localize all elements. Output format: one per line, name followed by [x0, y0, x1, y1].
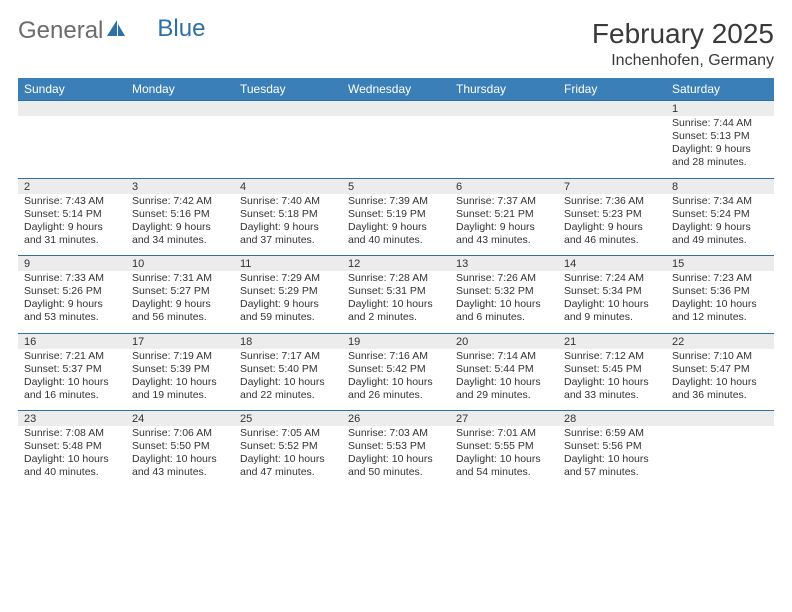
day-number-cell: 23 — [18, 411, 126, 427]
day-content-cell: Sunrise: 7:36 AM Sunset: 5:23 PM Dayligh… — [558, 194, 666, 256]
day-number-cell: 2 — [18, 178, 126, 194]
location-label: Inchenhofen, Germany — [592, 52, 774, 70]
day-number-cell: 11 — [234, 256, 342, 272]
day-content-cell: Sunrise: 7:28 AM Sunset: 5:31 PM Dayligh… — [342, 271, 450, 333]
day-number-cell: 17 — [126, 333, 234, 349]
day-content-cell: Sunrise: 7:44 AM Sunset: 5:13 PM Dayligh… — [666, 116, 774, 178]
calendar-page: General Blue February 2025 Inchenhofen, … — [0, 0, 792, 496]
day-content-cell — [450, 116, 558, 178]
day-number-cell: 13 — [450, 256, 558, 272]
weekday-header: Friday — [558, 78, 666, 101]
logo: General Blue — [18, 18, 205, 43]
logo-text-blue: Blue — [157, 17, 205, 41]
day-content-cell — [126, 116, 234, 178]
day-content-cell: Sunrise: 7:21 AM Sunset: 5:37 PM Dayligh… — [18, 349, 126, 411]
day-content-cell: Sunrise: 7:12 AM Sunset: 5:45 PM Dayligh… — [558, 349, 666, 411]
day-number-row: 9101112131415 — [18, 256, 774, 272]
day-content-row: Sunrise: 7:08 AM Sunset: 5:48 PM Dayligh… — [18, 426, 774, 486]
logo-text-general: General — [18, 19, 103, 43]
day-number-cell: 24 — [126, 411, 234, 427]
day-content-cell: Sunrise: 7:34 AM Sunset: 5:24 PM Dayligh… — [666, 194, 774, 256]
day-number-cell: 8 — [666, 178, 774, 194]
weekday-header: Monday — [126, 78, 234, 101]
day-number-cell: 16 — [18, 333, 126, 349]
day-content-cell: Sunrise: 7:16 AM Sunset: 5:42 PM Dayligh… — [342, 349, 450, 411]
day-content-cell — [666, 426, 774, 486]
day-number-row: 232425262728 — [18, 411, 774, 427]
day-content-cell: Sunrise: 7:24 AM Sunset: 5:34 PM Dayligh… — [558, 271, 666, 333]
day-content-cell: Sunrise: 7:42 AM Sunset: 5:16 PM Dayligh… — [126, 194, 234, 256]
day-number-cell: 20 — [450, 333, 558, 349]
day-number-cell — [342, 101, 450, 117]
day-number-cell: 12 — [342, 256, 450, 272]
day-number-cell: 19 — [342, 333, 450, 349]
day-content-cell — [234, 116, 342, 178]
day-number-cell: 26 — [342, 411, 450, 427]
day-content-row: Sunrise: 7:43 AM Sunset: 5:14 PM Dayligh… — [18, 194, 774, 256]
day-number-row: 2345678 — [18, 178, 774, 194]
day-content-cell: Sunrise: 7:14 AM Sunset: 5:44 PM Dayligh… — [450, 349, 558, 411]
day-number-cell: 25 — [234, 411, 342, 427]
day-content-cell — [18, 116, 126, 178]
day-content-cell: Sunrise: 7:23 AM Sunset: 5:36 PM Dayligh… — [666, 271, 774, 333]
day-content-cell: Sunrise: 7:39 AM Sunset: 5:19 PM Dayligh… — [342, 194, 450, 256]
weekday-header-row: Sunday Monday Tuesday Wednesday Thursday… — [18, 78, 774, 101]
day-number-cell: 27 — [450, 411, 558, 427]
weekday-header: Thursday — [450, 78, 558, 101]
day-content-cell: Sunrise: 7:37 AM Sunset: 5:21 PM Dayligh… — [450, 194, 558, 256]
weekday-header: Tuesday — [234, 78, 342, 101]
day-number-cell — [126, 101, 234, 117]
day-content-cell — [558, 116, 666, 178]
day-content-cell — [342, 116, 450, 178]
day-number-cell: 5 — [342, 178, 450, 194]
day-content-cell: Sunrise: 7:40 AM Sunset: 5:18 PM Dayligh… — [234, 194, 342, 256]
day-number-cell: 9 — [18, 256, 126, 272]
day-content-cell: Sunrise: 7:31 AM Sunset: 5:27 PM Dayligh… — [126, 271, 234, 333]
day-content-cell: Sunrise: 6:59 AM Sunset: 5:56 PM Dayligh… — [558, 426, 666, 486]
day-content-cell: Sunrise: 7:33 AM Sunset: 5:26 PM Dayligh… — [18, 271, 126, 333]
day-number-cell — [666, 411, 774, 427]
calendar-body: 1Sunrise: 7:44 AM Sunset: 5:13 PM Daylig… — [18, 101, 774, 486]
day-content-cell: Sunrise: 7:06 AM Sunset: 5:50 PM Dayligh… — [126, 426, 234, 486]
page-header: General Blue February 2025 Inchenhofen, … — [18, 18, 774, 70]
day-content-row: Sunrise: 7:21 AM Sunset: 5:37 PM Dayligh… — [18, 349, 774, 411]
weekday-header: Saturday — [666, 78, 774, 101]
day-content-row: Sunrise: 7:44 AM Sunset: 5:13 PM Dayligh… — [18, 116, 774, 178]
day-number-cell: 18 — [234, 333, 342, 349]
day-number-cell: 15 — [666, 256, 774, 272]
day-number-cell — [18, 101, 126, 117]
day-content-cell: Sunrise: 7:01 AM Sunset: 5:55 PM Dayligh… — [450, 426, 558, 486]
day-content-cell: Sunrise: 7:03 AM Sunset: 5:53 PM Dayligh… — [342, 426, 450, 486]
day-number-cell: 10 — [126, 256, 234, 272]
day-content-cell: Sunrise: 7:19 AM Sunset: 5:39 PM Dayligh… — [126, 349, 234, 411]
day-number-cell: 3 — [126, 178, 234, 194]
day-content-cell: Sunrise: 7:29 AM Sunset: 5:29 PM Dayligh… — [234, 271, 342, 333]
day-number-row: 1 — [18, 101, 774, 117]
day-content-cell: Sunrise: 7:05 AM Sunset: 5:52 PM Dayligh… — [234, 426, 342, 486]
day-number-cell: 6 — [450, 178, 558, 194]
day-number-cell: 7 — [558, 178, 666, 194]
day-content-cell: Sunrise: 7:10 AM Sunset: 5:47 PM Dayligh… — [666, 349, 774, 411]
title-block: February 2025 Inchenhofen, Germany — [592, 18, 774, 70]
day-number-cell: 4 — [234, 178, 342, 194]
day-number-cell: 21 — [558, 333, 666, 349]
day-content-cell: Sunrise: 7:26 AM Sunset: 5:32 PM Dayligh… — [450, 271, 558, 333]
weekday-header: Sunday — [18, 78, 126, 101]
day-number-cell — [234, 101, 342, 117]
day-number-cell — [558, 101, 666, 117]
day-number-cell: 1 — [666, 101, 774, 117]
day-number-cell: 22 — [666, 333, 774, 349]
day-number-cell: 14 — [558, 256, 666, 272]
weekday-header: Wednesday — [342, 78, 450, 101]
day-number-row: 16171819202122 — [18, 333, 774, 349]
day-number-cell — [450, 101, 558, 117]
day-content-cell: Sunrise: 7:17 AM Sunset: 5:40 PM Dayligh… — [234, 349, 342, 411]
day-content-cell: Sunrise: 7:43 AM Sunset: 5:14 PM Dayligh… — [18, 194, 126, 256]
month-title: February 2025 — [592, 18, 774, 50]
day-content-cell: Sunrise: 7:08 AM Sunset: 5:48 PM Dayligh… — [18, 426, 126, 486]
day-number-cell: 28 — [558, 411, 666, 427]
day-content-row: Sunrise: 7:33 AM Sunset: 5:26 PM Dayligh… — [18, 271, 774, 333]
logo-sail-icon — [105, 18, 127, 43]
calendar-table: Sunday Monday Tuesday Wednesday Thursday… — [18, 78, 774, 486]
